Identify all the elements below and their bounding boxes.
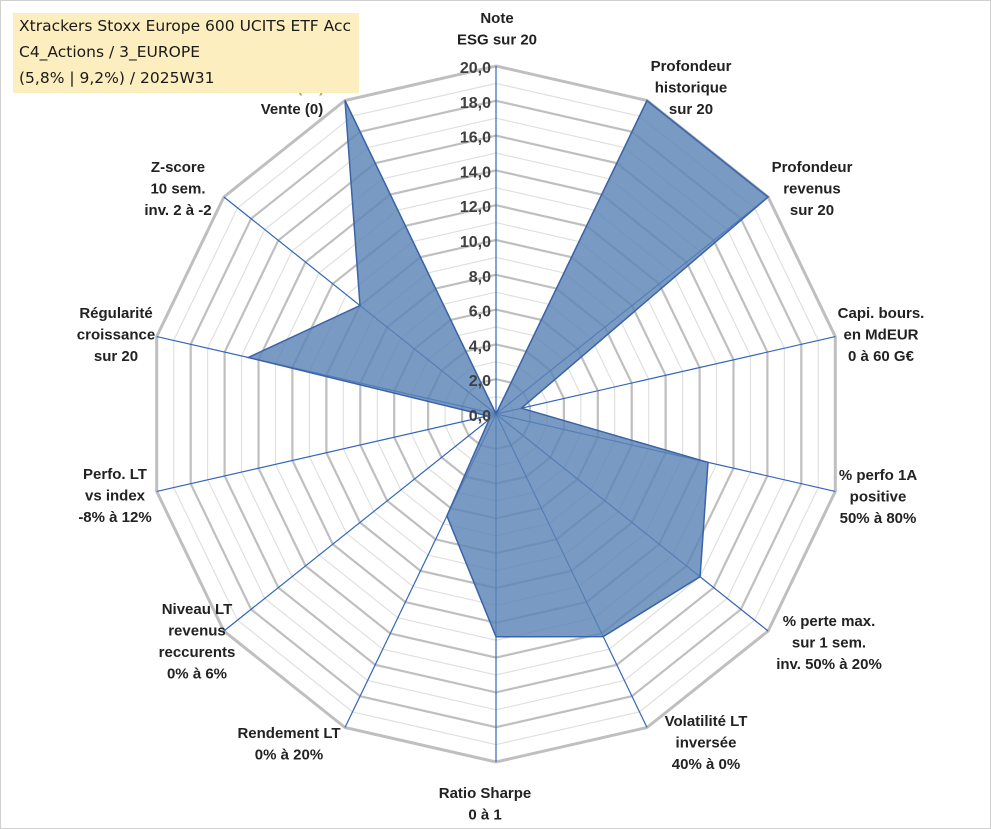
data-point <box>521 407 523 409</box>
axis-label: Ratio Sharpe 0 à 1 <box>439 785 532 824</box>
data-point <box>495 636 497 638</box>
tick-label: 16,0 <box>460 130 491 147</box>
tick-label: 14,0 <box>460 164 491 181</box>
axis-label: Niveau LT revenus reccurents 0% à 6% <box>159 601 236 683</box>
chart-title-box: Xtrackers Stoxx Europe 600 UCITS ETF Acc… <box>13 13 359 93</box>
axis-label: Profondeur revenus sur 20 <box>772 159 853 219</box>
data-point <box>248 357 250 359</box>
series-area <box>246 99 770 638</box>
chart-title-period: (5,8% | 9,2%) / 2025W31 <box>19 69 215 87</box>
axis-label: Rendement LT 0% à 20% <box>237 725 340 764</box>
data-point <box>646 100 648 102</box>
chart-title-fund-name: Xtrackers Stoxx Europe 600 UCITS ETF Acc <box>19 17 352 35</box>
tick-label: 2,0 <box>469 373 491 390</box>
data-point <box>495 413 497 415</box>
tick-label: 18,0 <box>460 95 491 112</box>
data-point <box>446 515 448 517</box>
axis-label: Profondeur historique sur 20 <box>651 58 732 118</box>
tick-label: 6,0 <box>469 304 491 321</box>
data-point <box>699 576 701 578</box>
tick-label: 0,0 <box>469 408 491 425</box>
tick-label: 8,0 <box>469 269 491 286</box>
axis-label: Volatilité LT inversée 40% à 0% <box>665 713 748 773</box>
axis-label: Régularité croissance sur 20 <box>77 305 155 365</box>
axis-spoke <box>223 413 497 632</box>
axis-label: Perfo. LT vs index -8% à 12% <box>78 466 151 526</box>
data-point <box>767 196 769 198</box>
axis-label: % perfo 1A positive 50% à 80% <box>839 467 918 527</box>
data-point <box>359 305 361 307</box>
axis-label: Note ESG sur 20 <box>457 10 537 49</box>
axis-label: % perte max. sur 1 sem. inv. 50% à 20% <box>776 613 882 673</box>
tick-label: 4,0 <box>469 338 491 355</box>
chart-title-category: C4_Actions / 3_EUROPE <box>19 43 200 61</box>
data-point <box>707 462 709 464</box>
axis-spoke <box>156 413 497 492</box>
data-point <box>344 100 346 102</box>
tick-label: 12,0 <box>460 199 491 216</box>
axis-label: Z-score 10 sem. inv. 2 à -2 <box>144 159 211 219</box>
tick-label: 20,0 <box>460 60 491 77</box>
axis-label: Capi. bours. en MdEUR 0 à 60 G€ <box>838 305 925 365</box>
tick-label: 10,0 <box>460 234 491 251</box>
axis-spoke <box>495 336 836 415</box>
data-point <box>602 636 604 638</box>
